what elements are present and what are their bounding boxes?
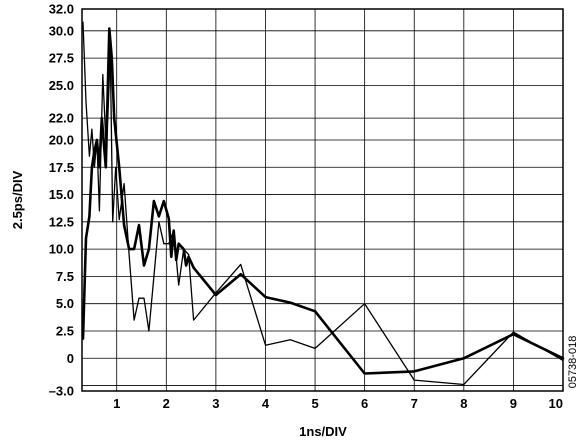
chart-series [81,21,565,386]
y-tick-label: 7.5 [56,269,74,284]
y-tick-labels: 32.0 30.0 27.5 25.0 22.0 20.0 17.5 15.0 12.5 10.0… [49,2,74,399]
x-tick-label: 3 [212,396,219,411]
x-tick-label: 7 [411,396,418,411]
y-tick-label: –3.0 [49,384,74,399]
x-tick-label: 9 [510,396,517,411]
x-tick-label: 8 [460,396,467,411]
plot-frame [81,8,564,392]
y-tick-label: 30.0 [49,23,74,38]
y-tick-label: 32.0 [49,2,74,17]
y-tick-label: 27.5 [49,51,74,66]
x-tick-label: 1 [113,396,120,411]
series-line-thin [82,21,564,386]
x-tick-label: 10 [549,396,563,411]
y-tick-label: 15.0 [49,187,74,202]
y-tick-label: 12.5 [49,214,74,229]
x-tick-label: 4 [262,396,270,411]
x-tick-labels: 1 2 3 4 5 6 7 8 9 10 [113,396,563,411]
x-tick-label: 6 [361,396,368,411]
y-tick-label: 22.0 [49,111,74,126]
y-tick-label: 5.0 [56,296,74,311]
x-tick-label: 2 [163,396,170,411]
y-tick-label: 17.5 [49,160,74,175]
x-axis-title: 1ns/DIV [299,424,347,439]
y-tick-label: 25.0 [49,78,74,93]
figure-id: 05738-018 [567,336,579,389]
chart-grid [82,8,564,392]
y-axis-title: 2.5ps/DIV [10,170,25,229]
x-tick-label: 5 [311,396,318,411]
y-tick-label: 10.0 [49,242,74,257]
series-line-thick [81,27,565,375]
y-tick-label: 20.0 [49,132,74,147]
y-tick-label: 0 [67,351,74,366]
y-tick-label: 2.5 [56,323,74,338]
